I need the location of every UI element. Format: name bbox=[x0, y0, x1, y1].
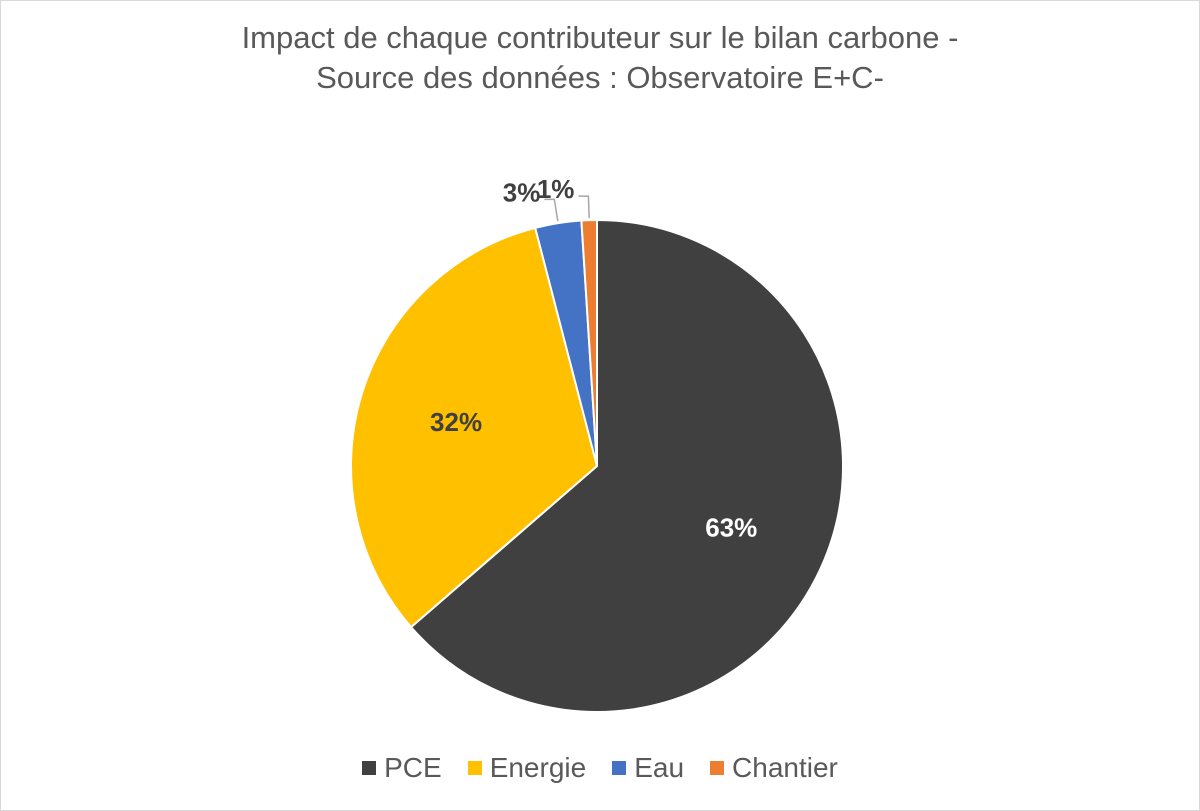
leader-line-chantier bbox=[578, 195, 590, 219]
data-label-eau: 3% bbox=[503, 177, 541, 207]
legend-item-chantier: Chantier bbox=[710, 752, 838, 784]
data-label-pce: 63% bbox=[705, 512, 757, 542]
chart-title-line-2: Source des données : Observatoire E+C- bbox=[316, 60, 884, 95]
legend-label-chantier: Chantier bbox=[732, 752, 838, 783]
pie-slice-chantier bbox=[580, 218, 598, 467]
legend-swatch-energie bbox=[467, 761, 482, 775]
legend-swatch-pce bbox=[362, 761, 377, 775]
legend-swatch-eau bbox=[612, 761, 627, 775]
chart-title: Impact de chaque contributeur sur le bil… bbox=[0, 18, 1200, 98]
legend-item-eau: Eau bbox=[612, 752, 684, 784]
data-label-energie: 32% bbox=[430, 407, 482, 437]
legend-swatch-chantier bbox=[710, 761, 725, 775]
legend-item-pce: PCE bbox=[362, 752, 442, 784]
legend-item-energie: Energie bbox=[467, 752, 587, 784]
data-label-chantier: 1% bbox=[537, 174, 575, 204]
leader-line-eau bbox=[544, 198, 559, 222]
legend-label-pce: PCE bbox=[384, 752, 442, 783]
chart-title-line-1: Impact de chaque contributeur sur le bil… bbox=[241, 20, 959, 55]
chart-legend: PCE Energie Eau Chantier bbox=[0, 752, 1200, 784]
legend-label-energie: Energie bbox=[489, 752, 587, 783]
pie-slice-pce bbox=[409, 218, 844, 713]
pie-slice-energie bbox=[350, 226, 599, 629]
legend-label-eau: Eau bbox=[634, 752, 685, 783]
